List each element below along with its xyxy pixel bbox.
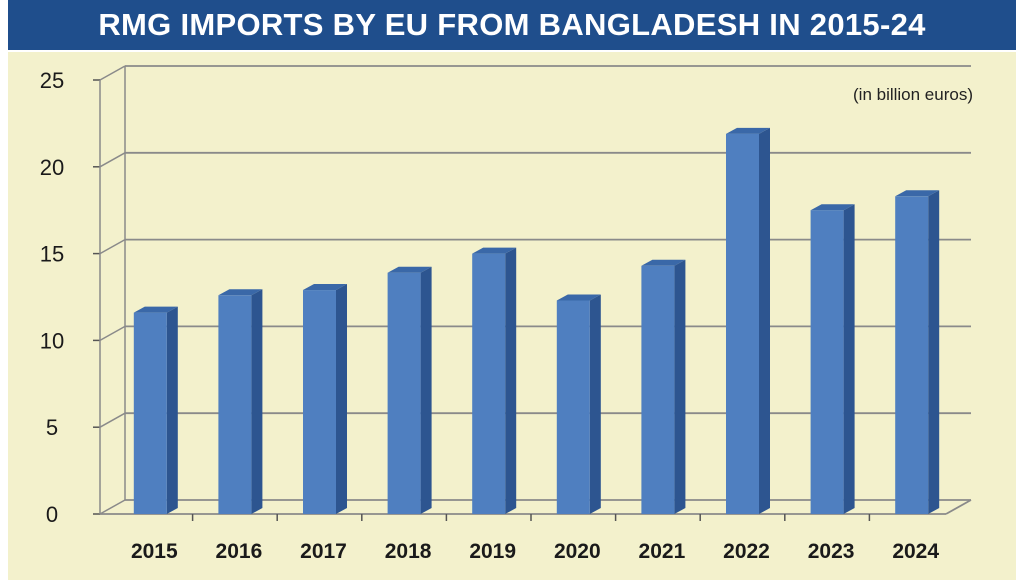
bar [133,306,178,514]
bar-front [218,295,252,514]
y-tick-label: 25 [40,68,64,93]
bar [303,284,347,514]
gridline-depth [99,325,126,342]
bar-top [726,127,770,134]
y-tick-label: 20 [40,155,64,180]
bar-side [505,247,517,514]
chart-title: RMG IMPORTS BY EU FROM BANGLADESH IN 201… [8,0,1016,50]
bar-side [843,204,855,514]
x-tick-label: 2015 [131,540,178,563]
bar-top [303,284,347,291]
floor-depth-edge [945,499,972,515]
bar-side [420,266,432,514]
bar [810,204,855,514]
bar-top [133,306,178,313]
unit-note: (in billion euros) [853,85,973,104]
bar-top [895,190,940,197]
bar [895,190,940,514]
bar-top [556,294,601,301]
bar-front [641,265,675,514]
bar [387,266,432,514]
bar-side [589,294,601,514]
bar-side [928,190,940,514]
x-tick-label: 2020 [554,540,601,563]
bar [218,289,263,514]
bar-side [336,284,347,514]
bar-top [218,289,263,296]
bar-side [759,127,770,514]
bar-side [251,289,263,514]
bar-front [556,300,590,514]
x-tick-label: 2019 [469,540,516,563]
bar [726,127,770,514]
bar-chart: (in billion euros) 0 5 10 15 20 25 2015 2016 201… [40,65,973,563]
x-tick-label: 2021 [639,540,686,563]
bar-front [472,253,506,514]
bar-front [303,290,336,514]
bar-front [133,312,167,514]
gridline-depth [99,152,126,168]
bar-top [810,204,855,211]
gridline-depth [99,412,126,428]
y-tick-label: 5 [46,415,58,440]
x-tick-label: 2023 [808,540,855,563]
bar-top [472,247,517,254]
bar [641,259,686,514]
gridline-depth [99,238,126,255]
x-tick-label: 2022 [723,540,770,563]
y-tick-label: 15 [40,242,64,267]
y-tick-label: 10 [40,328,64,353]
x-tick-label: 2016 [216,540,263,563]
bar-side [674,259,686,514]
bar [472,247,517,514]
gridline-depth [99,65,126,81]
bar-front [387,272,421,514]
chart-panel: (in billion euros) 0 5 10 15 20 25 2015 2016 201… [8,52,1016,580]
x-tick-label: 2017 [300,540,347,563]
bar-top [387,266,432,273]
bar-top [641,259,686,266]
bar-front [895,196,929,514]
x-tick-label: 2018 [385,540,432,563]
bar-side [166,306,178,514]
x-tick-label: 2024 [892,540,939,563]
bar-front [810,210,844,514]
bar [556,294,601,514]
y-tick-label: 0 [46,502,58,527]
bars [133,127,940,514]
bar-front [726,133,759,514]
gridline-depth [99,499,126,515]
